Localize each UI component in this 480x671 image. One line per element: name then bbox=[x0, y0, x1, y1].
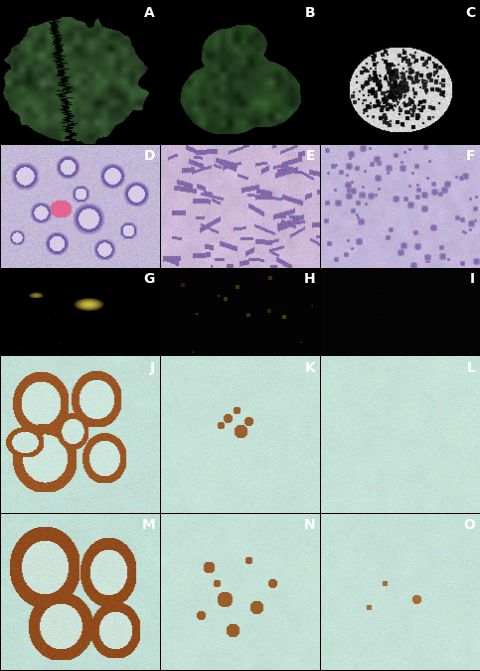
Text: G: G bbox=[144, 272, 155, 286]
Text: F: F bbox=[465, 149, 474, 163]
Text: N: N bbox=[303, 518, 314, 532]
Text: O: O bbox=[462, 518, 474, 532]
Text: E: E bbox=[305, 149, 314, 163]
Text: I: I bbox=[469, 272, 474, 286]
Text: L: L bbox=[466, 361, 474, 375]
Text: K: K bbox=[304, 361, 314, 375]
Text: H: H bbox=[303, 272, 314, 286]
Text: M: M bbox=[141, 518, 155, 532]
Text: D: D bbox=[143, 149, 155, 163]
Text: B: B bbox=[304, 5, 314, 19]
Text: A: A bbox=[144, 5, 155, 19]
Text: J: J bbox=[150, 361, 155, 375]
Text: C: C bbox=[464, 5, 474, 19]
